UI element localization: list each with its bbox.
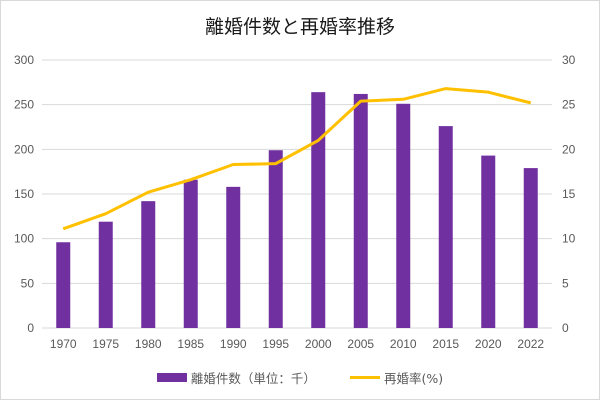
bar bbox=[141, 201, 156, 328]
y-left-tick-label: 150 bbox=[14, 187, 34, 201]
line-series bbox=[62, 87, 532, 231]
y-right-tick-label: 0 bbox=[562, 321, 569, 335]
x-tick-label: 1990 bbox=[220, 337, 247, 351]
y-right-tick-label: 15 bbox=[562, 187, 576, 201]
bar bbox=[183, 179, 198, 328]
legend-swatch-bar bbox=[156, 373, 187, 382]
bar-series bbox=[56, 92, 538, 329]
y-left-tick-label: 50 bbox=[21, 276, 35, 290]
bar bbox=[311, 92, 326, 328]
gridlines bbox=[42, 59, 552, 329]
bar bbox=[98, 221, 113, 328]
bar bbox=[56, 242, 71, 328]
x-axis: 1970 1975 1980 1985 1990 1995 2000 2005 2010 2015… bbox=[50, 337, 545, 351]
x-tick-label: 2000 bbox=[305, 337, 332, 351]
x-tick-label: 2010 bbox=[390, 337, 417, 351]
chart-title: 離婚件数と再婚率推移 bbox=[204, 16, 395, 38]
y-left-tick-label: 300 bbox=[14, 53, 34, 67]
x-tick-label: 2005 bbox=[347, 337, 374, 351]
legend: 離婚件数（単位：千） 再婚率(%) bbox=[0, 368, 600, 387]
y-axis-left: 0 50 100 150 200 250 300 bbox=[14, 53, 34, 335]
bar bbox=[481, 155, 496, 328]
bar bbox=[353, 93, 368, 329]
x-tick-label: 1975 bbox=[92, 337, 119, 351]
x-tick-label: 1970 bbox=[50, 337, 77, 351]
legend-swatch-line bbox=[349, 376, 380, 379]
y-right-tick-label: 20 bbox=[562, 142, 576, 156]
y-right-tick-label: 25 bbox=[562, 98, 576, 112]
y-left-tick-label: 200 bbox=[14, 142, 34, 156]
legend-item-divorces: 離婚件数（単位：千） bbox=[156, 368, 316, 387]
x-tick-label: 2022 bbox=[517, 337, 544, 351]
y-axis-right: 0 5 10 15 20 25 30 bbox=[562, 53, 576, 335]
legend-label-remarriage: 再婚率(%) bbox=[383, 371, 444, 386]
x-tick-label: 1980 bbox=[135, 337, 162, 351]
y-right-tick-label: 10 bbox=[562, 232, 576, 246]
x-tick-label: 1995 bbox=[262, 337, 289, 351]
y-left-tick-label: 100 bbox=[14, 232, 34, 246]
x-tick-label: 2020 bbox=[475, 337, 502, 351]
bar bbox=[396, 103, 411, 328]
bar bbox=[438, 126, 453, 329]
y-left-tick-label: 250 bbox=[14, 98, 34, 112]
legend-item-remarriage: 再婚率(%) bbox=[349, 368, 444, 387]
bar bbox=[268, 150, 283, 328]
bar bbox=[523, 168, 538, 328]
x-tick-label: 2015 bbox=[432, 337, 459, 351]
bar bbox=[226, 186, 241, 328]
y-left-tick-label: 0 bbox=[27, 321, 34, 335]
x-tick-label: 1985 bbox=[177, 337, 204, 351]
y-right-tick-label: 30 bbox=[562, 53, 576, 67]
line-path bbox=[62, 87, 532, 231]
y-right-tick-label: 5 bbox=[562, 276, 569, 290]
legend-label-divorces: 離婚件数（単位：千） bbox=[190, 371, 316, 386]
